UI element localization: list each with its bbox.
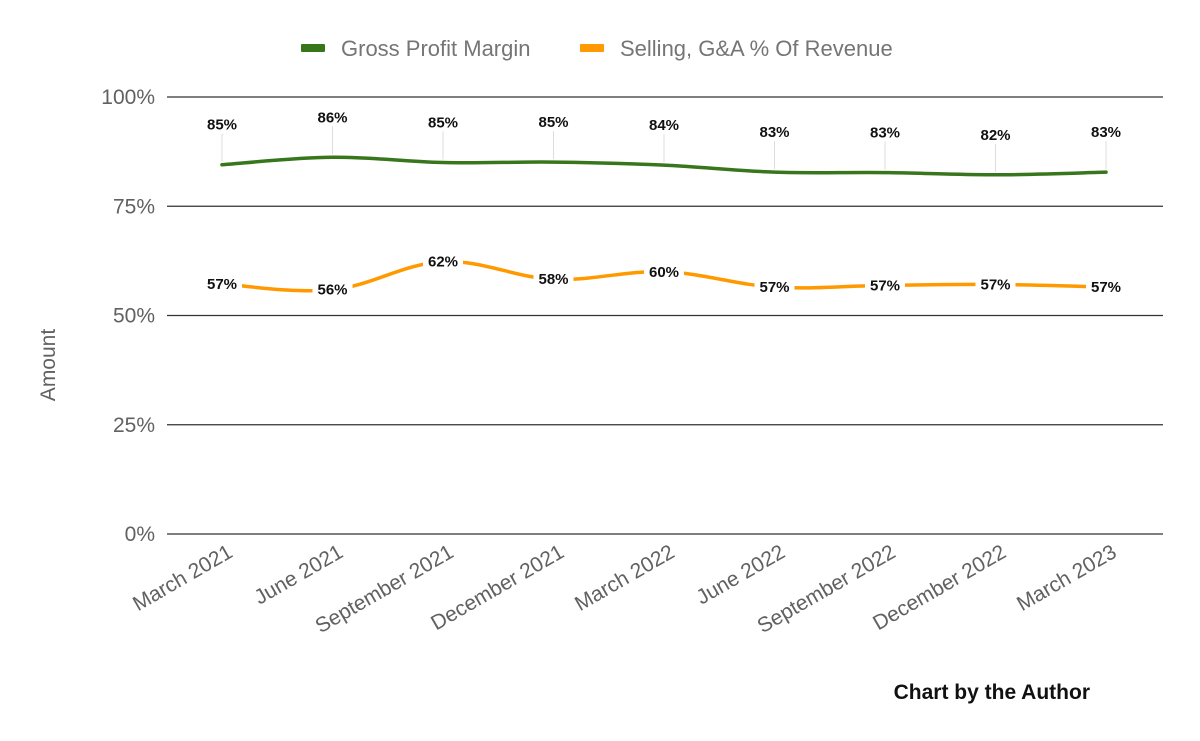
y-tick-label: 75% [113, 195, 155, 218]
x-tick-label: June 2022 [693, 540, 789, 609]
y-axis-title: Amount [37, 329, 60, 402]
y-axis-tick-labels: 0% 25% 50% 75% 100% [101, 86, 155, 546]
data-label: 83% [1091, 124, 1121, 141]
legend-swatch-1 [580, 44, 604, 52]
data-label: 57% [759, 279, 789, 296]
x-tick-label: March 2023 [1013, 540, 1121, 615]
gridlines [167, 96, 1163, 535]
data-label-halo [533, 268, 574, 289]
data-label-halo [975, 273, 1016, 294]
data-label-leaders [221, 126, 1107, 172]
data-label: 57% [1091, 279, 1121, 296]
x-tick-label: March 2022 [571, 540, 679, 615]
data-label-halo [312, 278, 353, 299]
legend-label-1: Selling, G&A % Of Revenue [620, 36, 893, 61]
data-label-halo [754, 276, 795, 297]
data-label-halo [644, 260, 684, 281]
legend: Gross Profit Margin Selling, G&A % Of Rev… [301, 36, 893, 61]
data-label: 56% [317, 282, 347, 299]
data-label: 57% [980, 276, 1010, 293]
data-label: 86% [317, 109, 347, 126]
data-label-halo [1086, 276, 1126, 297]
legend-label-0: Gross Profit Margin [341, 36, 531, 61]
data-label: 85% [538, 114, 568, 131]
y-tick-label: 100% [101, 86, 155, 109]
y-tick-label: 25% [113, 414, 155, 437]
legend-swatch-0 [301, 44, 325, 52]
series-line-0 [220, 155, 1108, 177]
chart-credit: Chart by the Author [894, 681, 1090, 704]
x-tick-label: June 2021 [251, 540, 347, 609]
y-tick-label: 50% [113, 305, 155, 328]
y-tick-label: 0% [125, 523, 155, 546]
data-label-halo [423, 250, 463, 271]
data-label: 85% [207, 117, 237, 134]
data-label: 57% [870, 277, 900, 294]
data-label: 58% [538, 271, 568, 288]
data-label: 84% [649, 117, 679, 134]
data-label: 82% [980, 127, 1010, 144]
data-label: 57% [207, 276, 237, 293]
data-label: 83% [759, 124, 789, 141]
data-label-halo [202, 273, 242, 294]
data-label: 85% [428, 115, 458, 132]
data-labels: 85% 86% 85% 85% 84% 83% 83% 82% 83% 57% 56% 62% 58% 6… [202, 109, 1126, 299]
data-label: 62% [428, 254, 458, 271]
data-label: 60% [649, 264, 679, 281]
x-tick-label: March 2021 [129, 540, 237, 615]
data-label-halo [865, 274, 905, 295]
data-label: 83% [870, 125, 900, 142]
